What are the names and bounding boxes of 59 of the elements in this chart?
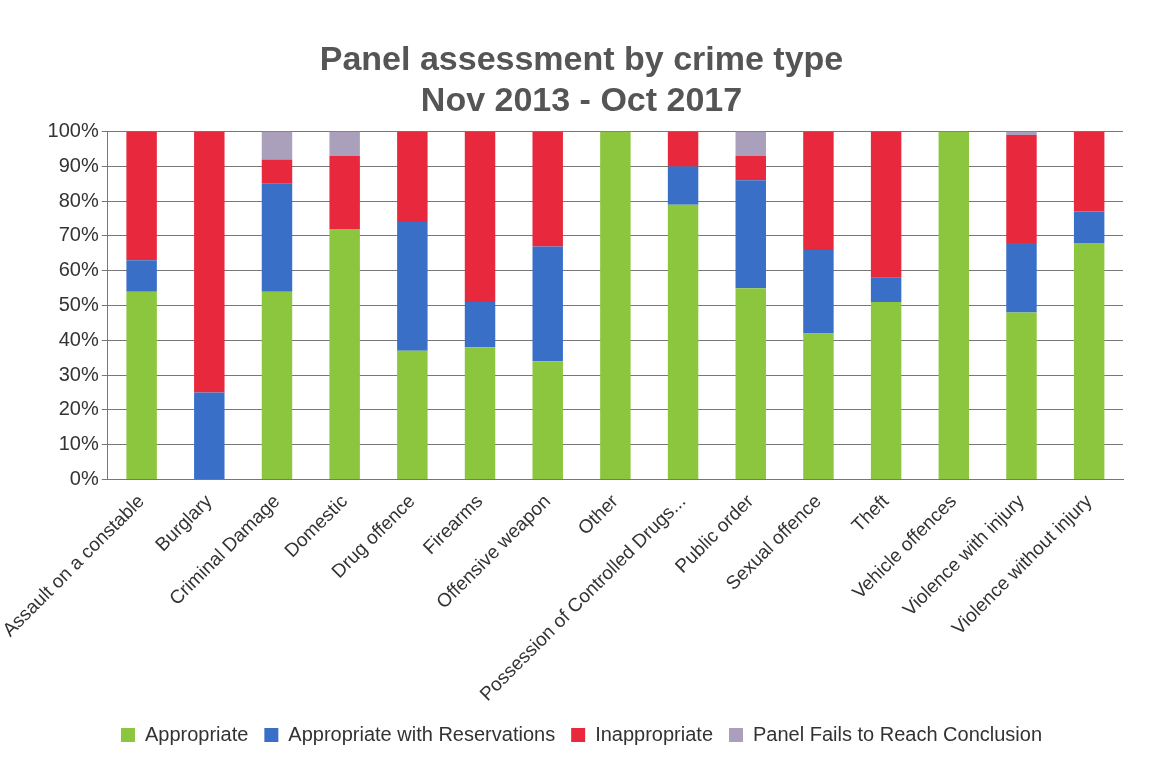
bar (803, 333, 834, 479)
legend-label: Panel Fails to Reach Conclusion (753, 722, 1043, 745)
bar (600, 131, 631, 479)
legend-label: Appropriate (144, 722, 249, 745)
bar (735, 131, 766, 156)
bar (329, 155, 360, 230)
chart-title: Panel assessment by crime type (319, 38, 844, 77)
bar (126, 291, 157, 479)
bar (735, 288, 766, 479)
bar (667, 166, 699, 205)
bar (261, 291, 293, 479)
y-tick-label: 90% (58, 153, 99, 176)
bar (803, 249, 834, 334)
bar (532, 361, 563, 479)
bar (1006, 312, 1037, 479)
bar (261, 159, 293, 184)
y-tick-label: 70% (58, 223, 99, 246)
legend-label: Inappropriate (595, 722, 714, 745)
bar (261, 131, 293, 160)
bar (938, 131, 970, 479)
y-tick-label: 50% (58, 293, 99, 316)
bar (735, 155, 766, 181)
y-tick-label: 10% (58, 432, 99, 455)
bar (667, 131, 699, 167)
bar (1073, 131, 1105, 212)
bar (464, 131, 496, 303)
bar (397, 222, 428, 351)
bar (261, 183, 293, 292)
bar (803, 131, 834, 250)
bar (870, 302, 902, 479)
y-tick-label: 80% (58, 188, 99, 211)
bar (126, 131, 157, 261)
chart-subtitle: Nov 2013 - Oct 2017 (420, 79, 743, 118)
bar (735, 180, 766, 289)
bar (464, 302, 496, 348)
bar (1073, 242, 1105, 479)
bar (1073, 211, 1105, 243)
y-tick-label: 30% (58, 362, 99, 385)
bar (329, 131, 360, 156)
bar (532, 131, 563, 247)
bar (870, 131, 902, 278)
y-tick-label: 40% (58, 327, 99, 350)
bar (194, 392, 225, 479)
y-tick-label: 0% (69, 467, 99, 490)
bar (1006, 242, 1037, 313)
bar (329, 229, 360, 479)
bar (667, 204, 699, 479)
bar (1006, 135, 1037, 243)
bar (397, 350, 428, 479)
bar (194, 131, 225, 393)
bar (126, 260, 157, 292)
bar (532, 246, 563, 362)
bar (464, 347, 496, 479)
y-tick-label: 60% (58, 258, 99, 281)
bar (397, 131, 428, 223)
bar (870, 277, 902, 303)
y-tick-label: 20% (58, 397, 99, 420)
legend-label: Appropriate with Reservations (288, 722, 556, 745)
y-tick-label: 100% (47, 119, 99, 142)
